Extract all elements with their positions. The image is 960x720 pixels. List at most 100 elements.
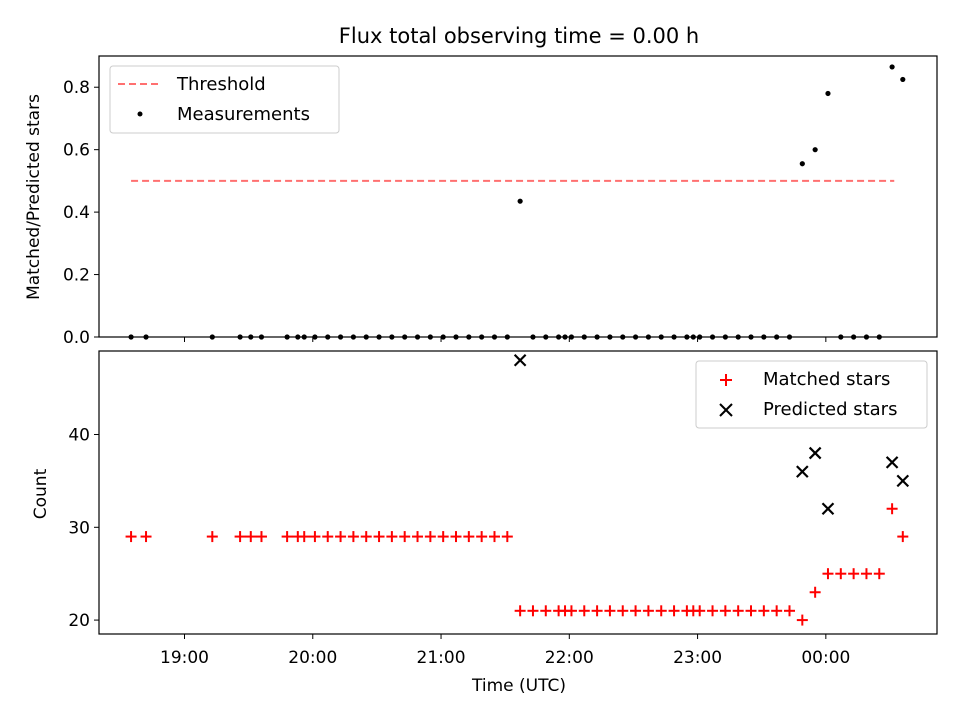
top-y-axis-label: Matched/Predicted stars	[24, 94, 44, 300]
matched-star-point	[694, 605, 706, 617]
matched-star-point	[771, 605, 783, 617]
predicted-star-point	[821, 502, 835, 516]
x-tick-label: 23:00	[673, 648, 722, 668]
top-legend-box	[109, 65, 340, 134]
matched-star-point	[373, 531, 385, 543]
top-x-ticks	[184, 337, 827, 342]
matched-star-point	[617, 605, 629, 617]
x-tick-label: 19:00	[160, 648, 209, 668]
matched-star-point	[463, 531, 475, 543]
bottom-y-tick-label: 30	[68, 518, 90, 538]
matched-star-point	[565, 605, 577, 617]
predicted-star-point	[896, 474, 910, 488]
top-y-tick-label: 0.2	[63, 266, 90, 286]
matched-star-point	[424, 531, 436, 543]
matched-star-point	[707, 605, 719, 617]
matched-star-point	[897, 531, 909, 543]
top-panel: 0.00.20.40.60.8 Matched/Predicted stars …	[24, 55, 938, 348]
matched-star-point	[298, 531, 310, 543]
matched-star-point	[255, 531, 267, 543]
matched-star-point	[234, 531, 246, 543]
bottom-y-tick-label: 40	[68, 426, 90, 446]
matched-star-point	[540, 605, 552, 617]
matched-star-point	[873, 568, 885, 580]
predicted-star-point	[885, 456, 899, 469]
matched-star-point	[360, 531, 372, 543]
bottom-y-ticks: 20 30 40	[68, 426, 99, 631]
matched-star-point	[604, 605, 616, 617]
matched-star-point	[412, 531, 424, 543]
measurement-point	[889, 64, 895, 70]
matched-star-point	[309, 531, 321, 543]
matched-star-point	[476, 531, 488, 543]
matched-star-point	[386, 531, 398, 543]
measurement-point	[825, 90, 831, 97]
matched-star-point	[437, 531, 449, 543]
matched-star-point	[822, 568, 834, 580]
matched-star-point	[347, 531, 359, 543]
predicted-star-point	[513, 354, 527, 367]
matched-star-point	[848, 568, 860, 580]
matched-star-point	[886, 503, 898, 515]
matched-star-point	[140, 531, 152, 543]
chart-title: Flux total observing time = 0.00 h	[339, 24, 699, 48]
x-tick-label: 22:00	[545, 648, 594, 668]
matched-star-point	[501, 531, 513, 543]
matched-star-point	[450, 531, 462, 543]
matched-star-point	[578, 605, 590, 617]
legend-matched-label: Matched stars	[763, 369, 890, 390]
bottom-legend-box	[695, 360, 928, 429]
matched-star-point	[206, 531, 218, 543]
matched-star-point	[281, 531, 293, 543]
matched-star-point	[835, 568, 847, 580]
matched-star-point	[514, 605, 526, 617]
top-y-tick-label: 0.0	[63, 328, 90, 348]
legend-measurements-swatch	[137, 111, 143, 117]
top-y-ticks: 0.0 0.2 0.4 0.6 0.8	[63, 78, 99, 348]
predicted-star-point	[808, 446, 822, 460]
x-tick-label: 20:00	[288, 648, 337, 668]
bottom-panel: 20 30 40 19:00 20:00 21:00 22:00 23:00 00:00 Co…	[31, 350, 938, 696]
matched-star-point	[745, 605, 757, 617]
measurement-point	[799, 161, 805, 167]
top-y-tick-label: 0.6	[63, 141, 90, 161]
matched-star-point	[322, 531, 334, 543]
matched-star-point	[732, 605, 744, 617]
bottom-plot-area	[125, 354, 910, 626]
matched-star-point	[630, 605, 642, 617]
matched-star-point	[796, 614, 808, 626]
measurement-point	[517, 198, 523, 204]
x-tick-label: 21:00	[417, 648, 466, 668]
matched-star-point	[655, 605, 667, 617]
matched-star-point	[758, 605, 770, 617]
matched-star-point	[125, 531, 137, 543]
bottom-x-ticks: 19:00 20:00 21:00 22:00 23:00 00:00	[160, 634, 850, 668]
matched-star-point	[809, 586, 821, 598]
matched-star-point	[335, 531, 347, 543]
measurement-point	[812, 147, 818, 153]
matched-star-point	[488, 531, 500, 543]
bottom-y-axis-label: Count	[31, 468, 51, 519]
measurement-point	[900, 76, 906, 83]
matched-star-point	[642, 605, 654, 617]
x-tick-label: 00:00	[801, 648, 850, 668]
matched-star-point	[591, 605, 603, 617]
bottom-legend: Matched stars Predicted stars	[695, 360, 928, 429]
matched-star-point	[719, 605, 731, 617]
matched-star-point	[783, 605, 795, 617]
bottom-axes-frame	[98, 350, 938, 635]
top-axes-frame	[98, 55, 938, 338]
matched-star-point	[527, 605, 539, 617]
matched-star-point	[668, 605, 680, 617]
top-y-tick-label: 0.8	[63, 78, 90, 98]
legend-predicted-swatch	[719, 403, 733, 417]
top-y-tick-label: 0.4	[63, 203, 90, 223]
legend-measurements-label: Measurements	[177, 104, 310, 125]
top-legend: Threshold Measurements	[109, 65, 340, 134]
bottom-y-tick-label: 20	[68, 611, 90, 631]
matched-star-point	[399, 531, 411, 543]
x-axis-label: Time (UTC)	[471, 676, 566, 696]
legend-matched-swatch	[720, 374, 732, 386]
legend-threshold-label: Threshold	[176, 74, 266, 95]
